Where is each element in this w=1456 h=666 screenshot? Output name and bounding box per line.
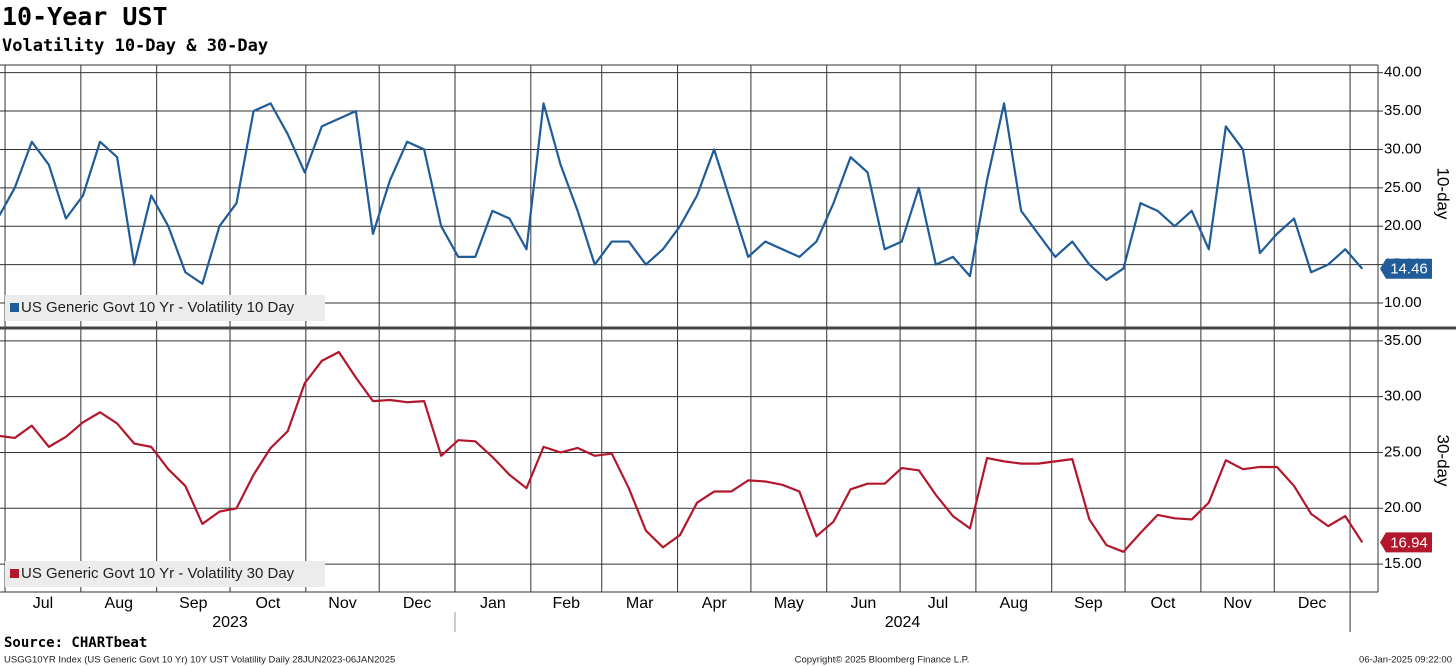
y-tick-label: 40.00 xyxy=(1384,64,1422,81)
last-value-label: 16.94 xyxy=(1390,534,1428,551)
x-tick-label: Jan xyxy=(480,595,506,612)
x-tick-label: Aug xyxy=(1000,595,1028,612)
x-tick-label: Apr xyxy=(702,595,728,612)
x-tick-label: May xyxy=(774,595,804,612)
y-tick-label: 35.00 xyxy=(1384,102,1422,119)
source: Source: CHARTbeat xyxy=(4,635,147,651)
y-tick-label: 35.00 xyxy=(1384,332,1422,349)
x-tick-label: Feb xyxy=(552,595,580,612)
last-value-label: 14.46 xyxy=(1390,261,1428,278)
x-tick-label: Jul xyxy=(928,595,948,612)
y-tick-label: 10.00 xyxy=(1384,294,1422,311)
y-tick-label: 20.00 xyxy=(1384,499,1422,516)
x-tick-label: Nov xyxy=(1223,595,1251,612)
x-tick-label: Oct xyxy=(1151,595,1176,612)
chart-subtitle: Volatility 10-Day & 30-Day xyxy=(2,36,268,56)
legend-swatch xyxy=(10,303,19,312)
chart-title: 10-Year UST xyxy=(2,2,168,31)
last-value-box xyxy=(1380,532,1432,553)
x-tick-label: Dec xyxy=(1298,595,1326,612)
x-tick-label: Nov xyxy=(328,595,356,612)
x-tick-label: Mar xyxy=(626,595,654,612)
footer-left: USGG10YR Index (US Generic Govt 10 Yr) 1… xyxy=(4,655,395,666)
y-tick-label: 30.00 xyxy=(1384,388,1422,405)
y-tick-label: 15.00 xyxy=(1384,555,1422,572)
y-tick-label: 20.00 xyxy=(1384,217,1422,234)
legend-label: US Generic Govt 10 Yr - Volatility 10 Da… xyxy=(21,299,295,316)
footer-right: 06-Jan-2025 09:22:00 xyxy=(1359,655,1452,666)
y-axis-title: 30-day xyxy=(1434,435,1453,487)
legend-box xyxy=(5,561,325,587)
y-axis-title: 10-day xyxy=(1434,168,1453,220)
series-line xyxy=(0,350,1364,553)
y-tick-label: 25.00 xyxy=(1384,179,1422,196)
x-tick-label: Dec xyxy=(403,595,431,612)
y-tick-label: 25.00 xyxy=(1384,443,1422,460)
y-tick-label: 30.00 xyxy=(1384,140,1422,157)
legend-box xyxy=(5,295,325,321)
footer-center: Copyright© 2025 Bloomberg Finance L.P. xyxy=(795,655,970,666)
x-tick-label: Jun xyxy=(851,595,877,612)
last-value-box xyxy=(1380,258,1432,279)
x-tick-label: Sep xyxy=(179,595,208,612)
x-tick-label: Aug xyxy=(105,595,133,612)
x-tick-label: Oct xyxy=(255,595,280,612)
year-label: 2024 xyxy=(885,614,921,631)
legend-label: US Generic Govt 10 Yr - Volatility 30 Da… xyxy=(21,565,295,582)
series-line xyxy=(0,102,1364,285)
year-label: 2023 xyxy=(212,614,248,631)
legend-swatch xyxy=(10,569,19,578)
x-tick-label: Jul xyxy=(33,595,53,612)
x-tick-label: Sep xyxy=(1074,595,1103,612)
